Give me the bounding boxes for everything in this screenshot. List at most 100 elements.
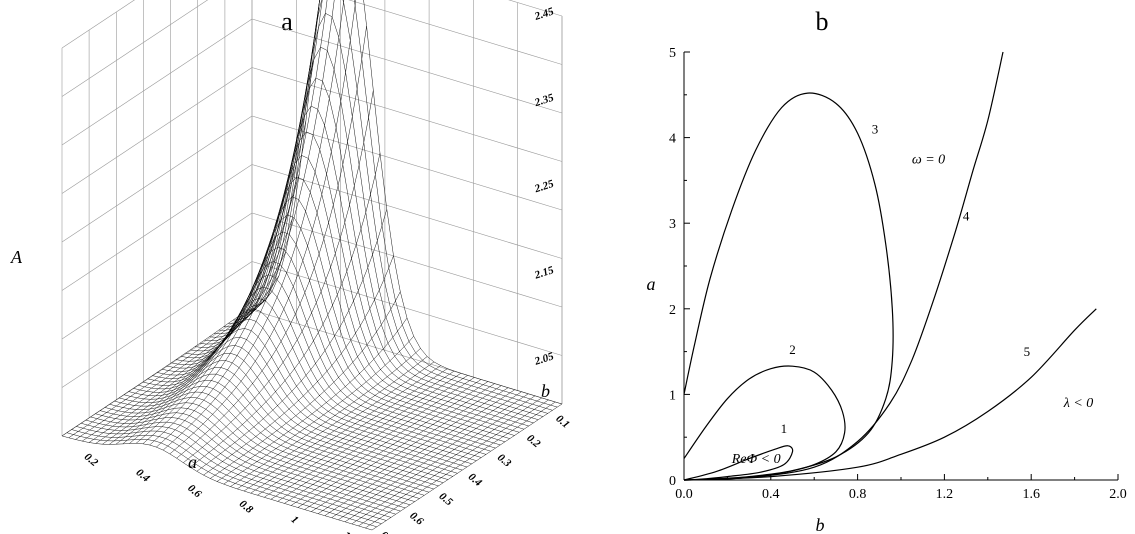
wall-b-gridline <box>61 0 135 49</box>
region-annotation: ω = 0 <box>912 152 945 167</box>
wall-b-gridline <box>61 212 253 340</box>
mesh-line-constant-a <box>264 370 455 498</box>
y-tick-label: 3 <box>669 217 676 232</box>
mesh-line-constant-a <box>216 317 408 482</box>
mesh-line-constant-a <box>183 90 374 463</box>
y-tick-label: 5 <box>669 46 676 61</box>
mesh-line-constant-b <box>242 0 553 411</box>
mesh-line-constant-a <box>257 368 448 496</box>
panel-a-tick-labels: 2.052.152.252.352.450.20.40.60.811.20.10… <box>82 5 572 534</box>
panel-a-y-axis-label: b <box>541 381 550 401</box>
mesh-line-constant-a <box>317 387 509 514</box>
mesh-line-constant-b <box>109 397 420 499</box>
mesh-line-constant-a <box>95 251 286 444</box>
panel-b-y-axis-label: a <box>647 274 656 294</box>
panel-b-axes: 0.0 0.4 0.8 1.2 1.6 2.0 0 1 2 3 4 5 <box>669 46 1127 502</box>
mesh-line-constant-a <box>277 375 468 502</box>
wall-b-gridline <box>61 0 209 97</box>
wall-a-gridline <box>251 18 563 114</box>
panel-b-curves <box>683 51 1097 481</box>
mesh-line-constant-a <box>270 373 462 500</box>
mesh-line-constant-a <box>365 401 556 529</box>
wall-a-gridline <box>251 261 563 356</box>
mesh-line-constant-a <box>196 209 388 472</box>
wall-a-gridline <box>508 0 563 17</box>
mesh-line-constant-a <box>135 0 320 444</box>
mesh-line-constant-a <box>223 336 414 485</box>
curve-3 <box>683 92 894 481</box>
mesh-line-constant-b <box>171 298 482 458</box>
mesh-line-constant-b <box>166 308 477 461</box>
x-tick-label: 2.0 <box>1109 487 1127 502</box>
panel-a-surface-mesh <box>61 0 563 531</box>
a-tick-label: 1.2 <box>340 529 359 534</box>
panel-a-z-axis-label: A <box>10 247 23 267</box>
b-tick-label: 0.2 <box>524 432 543 450</box>
mesh-line-constant-a <box>122 61 313 445</box>
region-annotation: ReΦ < 0 <box>731 452 781 467</box>
y-tick-label: 2 <box>669 303 676 318</box>
z-tick-label: 2.15 <box>532 264 555 282</box>
region-annotation: λ < 0 <box>1063 396 1094 411</box>
panel-b-labels: 1 2 3 4 5 ω = 0 λ < 0 ReΦ < 0 <box>731 121 1094 467</box>
mesh-line-constant-a <box>109 174 300 445</box>
mesh-line-constant-a <box>149 0 328 446</box>
b-tick-label: 0.1 <box>553 413 571 431</box>
wall-a-gridline <box>251 67 563 162</box>
curve-label-5: 5 <box>1024 344 1031 359</box>
b-tick-label: 0.4 <box>466 471 485 489</box>
b-tick-label: 0.3 <box>495 452 514 470</box>
mesh-line-constant-a <box>176 25 367 459</box>
curve-5 <box>683 308 1097 481</box>
wall-a-gridline <box>251 212 563 308</box>
z-tick-label: 2.25 <box>532 178 555 196</box>
mesh-line-constant-a <box>358 399 549 527</box>
x-tick-label: 0.8 <box>849 487 867 502</box>
curve-1 <box>683 445 794 481</box>
panel-b-x-axis-label: b <box>816 515 825 534</box>
mesh-line-constant-a <box>331 391 522 518</box>
x-tick-label: 0.4 <box>762 487 780 502</box>
mesh-line-constant-a <box>324 389 515 516</box>
panel-a-title: a <box>281 7 293 36</box>
mesh-line-constant-a <box>115 120 307 445</box>
mesh-line-constant-b <box>180 274 491 452</box>
panel-a-surface-plot: a 2.052.152.252.352.450.20.40.60.811.20.… <box>10 0 572 534</box>
mesh-line-constant-a <box>75 299 266 440</box>
mesh-line-constant-a <box>61 306 253 437</box>
z-tick-label: 2.35 <box>532 92 555 110</box>
x-tick-label: 1.2 <box>936 487 954 502</box>
wall-b-gridline <box>61 67 253 194</box>
panel-a-box-grid <box>61 0 563 437</box>
mesh-line-constant-b <box>194 231 506 443</box>
mesh-line-constant-a <box>344 395 536 522</box>
x-tick-label: 1.6 <box>1022 487 1040 502</box>
mesh-line-constant-b <box>228 77 539 420</box>
panel-b-line-chart: b 0.0 0.4 0.8 1.2 1.6 2.0 0 1 2 3 4 5 1 2 3 4 5 ω = 0 λ <… <box>647 7 1127 534</box>
mesh-line-constant-a <box>311 385 502 512</box>
a-tick-label: 0.8 <box>237 498 256 516</box>
a-tick-label: 0.6 <box>185 482 204 500</box>
y-tick-label: 1 <box>669 388 676 403</box>
b-tick-label: 0.5 <box>437 490 456 508</box>
b-tick-label: 0.7 <box>378 529 397 534</box>
panel-b-title: b <box>816 7 829 36</box>
mesh-line-constant-a <box>250 365 441 494</box>
mesh-line-constant-b <box>247 0 558 408</box>
curve-label-3: 3 <box>872 121 879 136</box>
mesh-line-constant-b <box>95 412 406 509</box>
mesh-line-constant-a <box>338 393 529 520</box>
wall-b-gridline <box>61 261 253 388</box>
mesh-line-constant-a <box>371 403 563 531</box>
a-tick-label: 0.4 <box>134 467 153 485</box>
mesh-line-constant-a <box>237 356 428 490</box>
curve-label-4: 4 <box>963 209 970 224</box>
mesh-line-constant-b <box>223 105 534 424</box>
mesh-line-constant-a <box>284 377 475 504</box>
wall-a-gridline <box>348 0 563 65</box>
mesh-line-constant-a <box>210 291 401 479</box>
wall-b-gridline <box>61 164 253 291</box>
mesh-line-constant-a <box>142 0 323 444</box>
mesh-line-constant-a <box>88 275 280 443</box>
